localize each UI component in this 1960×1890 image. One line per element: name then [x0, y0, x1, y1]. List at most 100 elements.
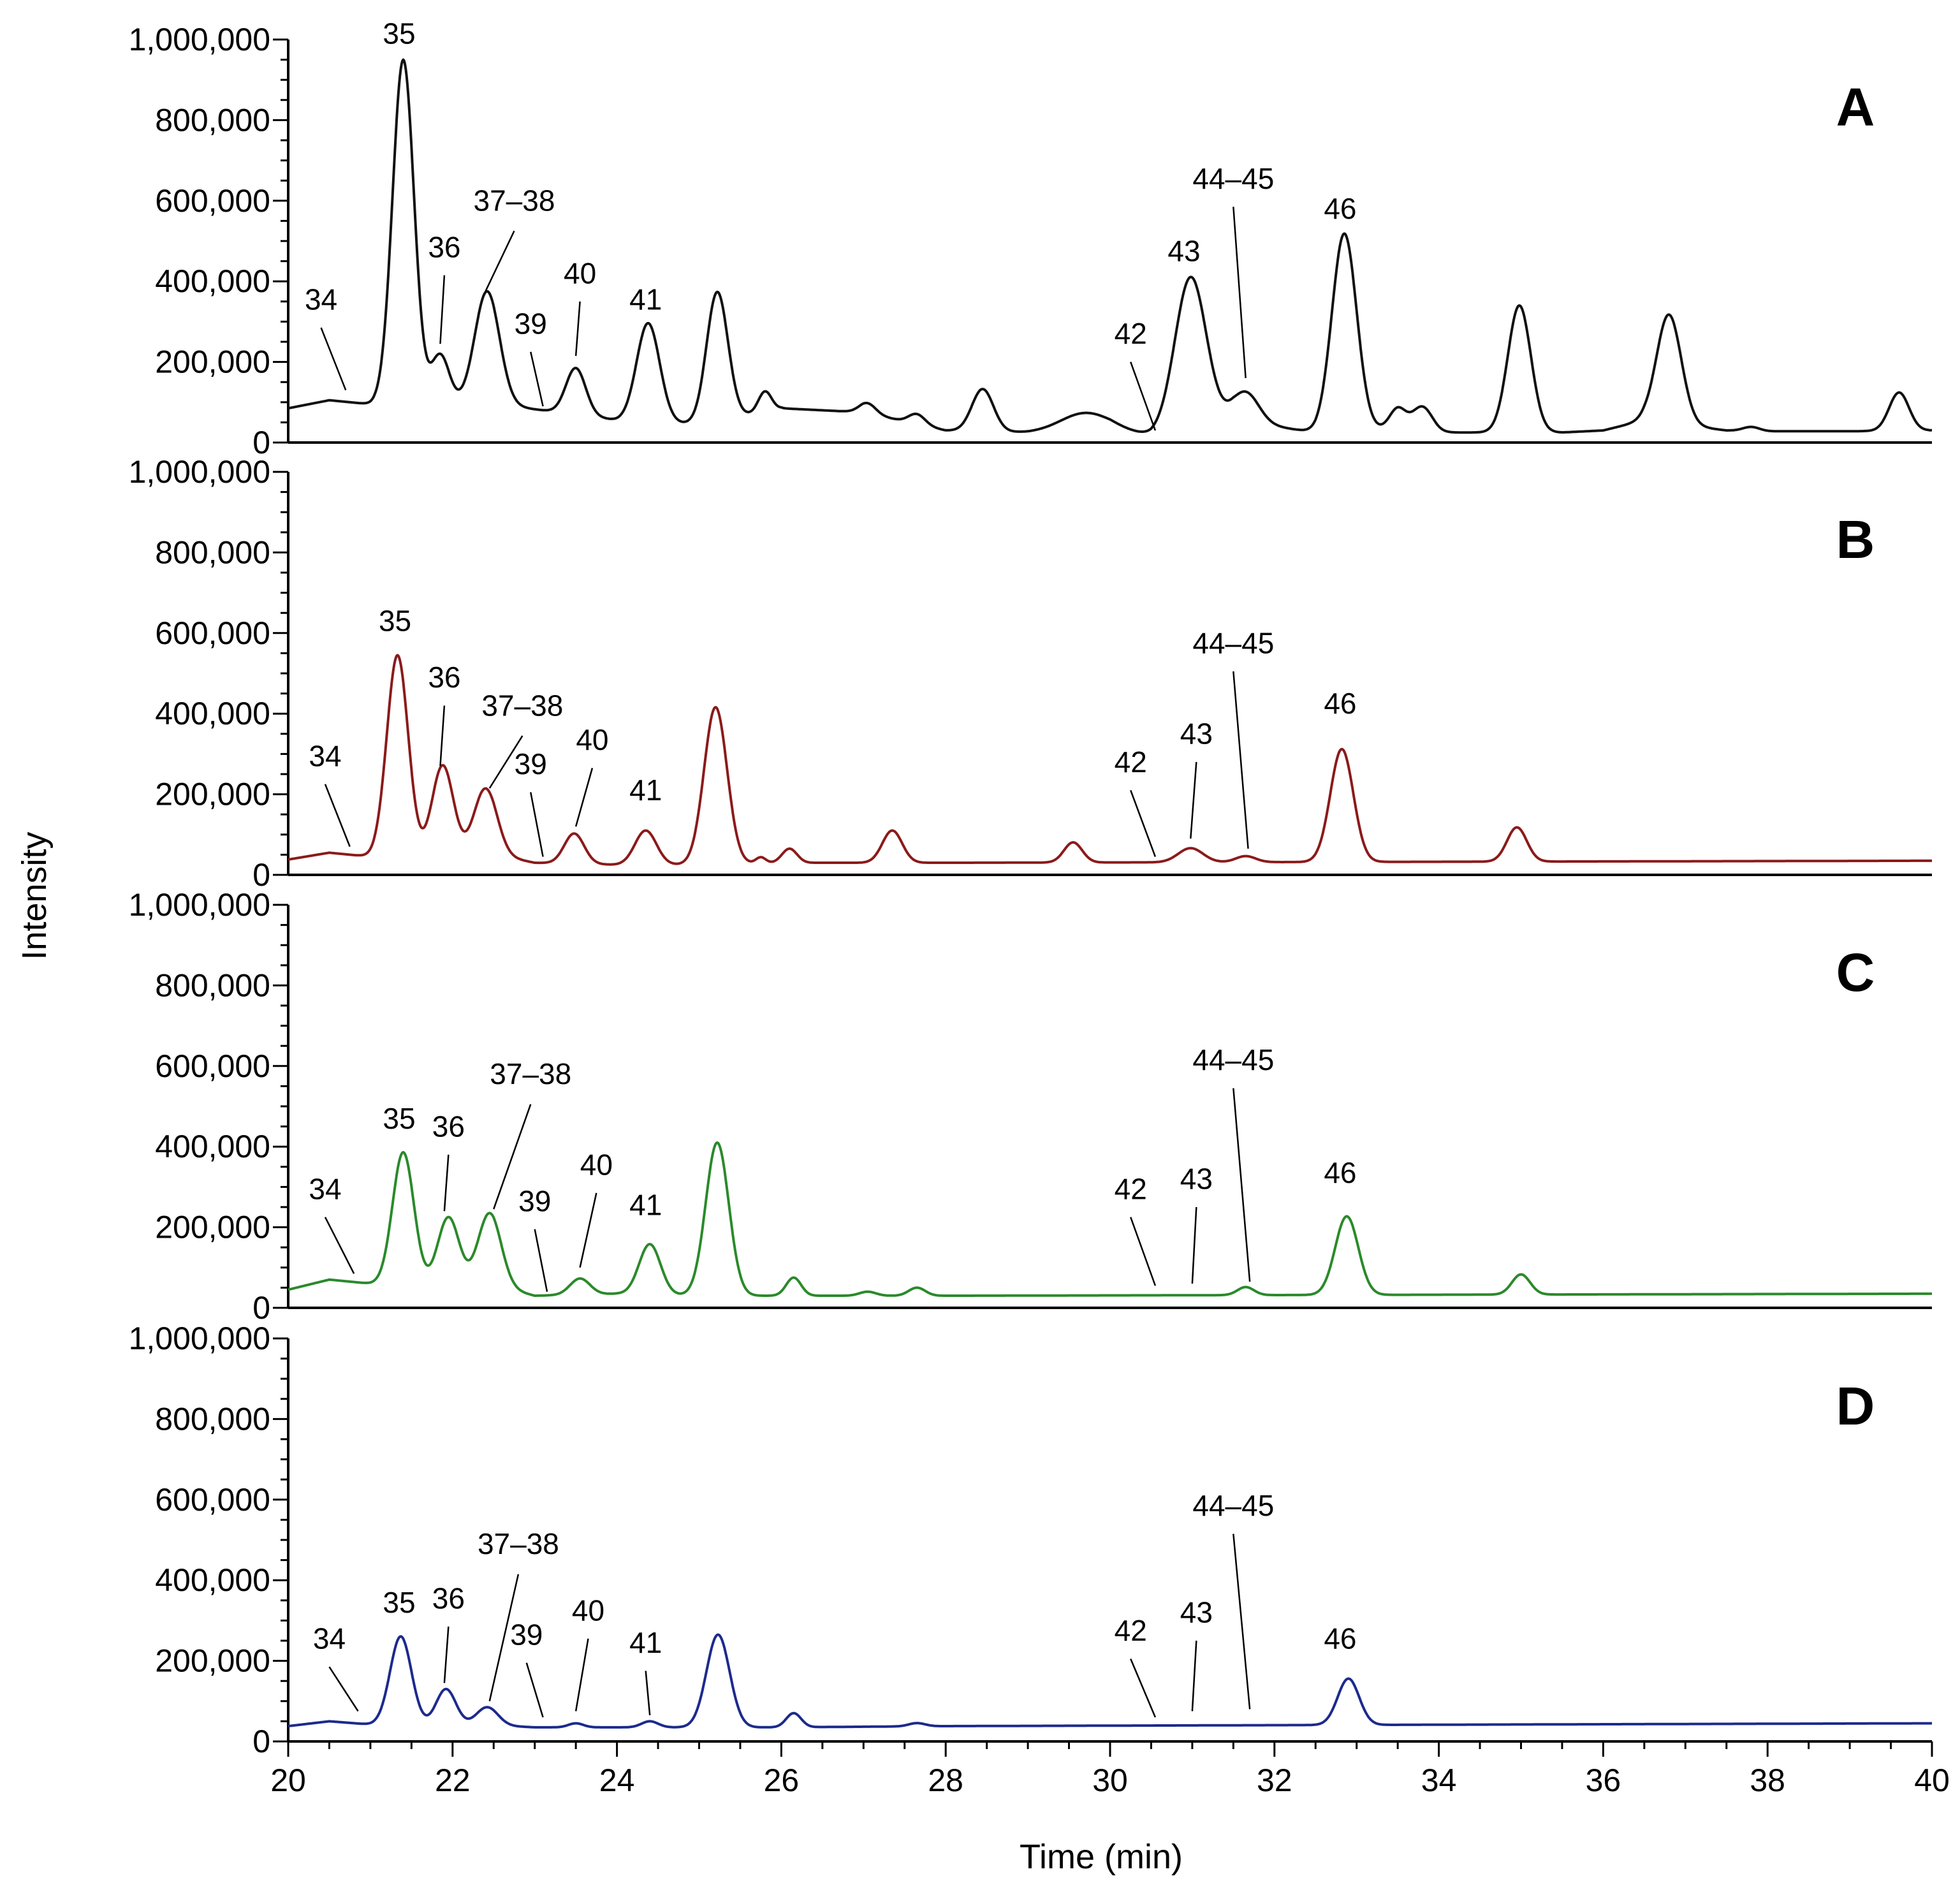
peak-leader-line — [530, 792, 544, 857]
y-tick-label: 800,000 — [155, 967, 270, 1003]
peak-leader-line — [1130, 1217, 1157, 1286]
peak-label: 43 — [1180, 1162, 1213, 1196]
panel-letter: B — [1836, 509, 1875, 569]
y-tick-label: 1,000,000 — [129, 887, 270, 923]
peak-label: 40 — [580, 1148, 613, 1181]
x-tick-label: 22 — [435, 1762, 471, 1798]
peak-label: 35 — [383, 1586, 415, 1619]
peak-label: 34 — [309, 1172, 341, 1205]
peak-leader-line — [439, 705, 446, 766]
y-tick-label: 400,000 — [155, 263, 270, 299]
y-tick-label: 800,000 — [155, 1401, 270, 1437]
peak-label: 34 — [305, 282, 337, 316]
y-tick-label: 0 — [252, 857, 270, 893]
peak-label: 39 — [518, 1184, 551, 1217]
peak-label: 34 — [309, 739, 341, 772]
peak-label: 43 — [1180, 717, 1213, 751]
peak-label: 36 — [432, 1110, 465, 1143]
y-tick-label: 0 — [252, 1290, 270, 1326]
x-tick-label: 34 — [1421, 1762, 1457, 1798]
x-tick-label: 26 — [764, 1762, 800, 1798]
peak-label: 39 — [515, 747, 547, 780]
peak-label: 42 — [1115, 1614, 1147, 1647]
y-axis-title: Intensity — [15, 831, 54, 960]
peak-label: 44–45 — [1192, 1043, 1274, 1076]
x-tick-label: 36 — [1586, 1762, 1621, 1798]
trace-d — [288, 1633, 1933, 1729]
peak-label: 41 — [629, 282, 662, 316]
panel-b: 0 200,000 400,000 600,000 800,000 1,000,000 34… — [129, 454, 1933, 893]
peak-label: 43 — [1167, 235, 1200, 268]
x-tick-label: 32 — [1257, 1762, 1292, 1798]
peak-label: 37–38 — [478, 1527, 559, 1560]
peak-label: 42 — [1115, 745, 1147, 779]
y-tick-label: 600,000 — [155, 615, 270, 651]
peak-leader-line — [574, 301, 581, 356]
peak-label: 37–38 — [474, 184, 555, 217]
peak-leader-line — [493, 1104, 532, 1210]
peak-leader-line — [324, 784, 351, 847]
peak-label: 40 — [564, 256, 596, 289]
y-tick-label: 1,000,000 — [129, 22, 270, 57]
peak-label: 37–38 — [490, 1057, 571, 1090]
trace-a — [288, 58, 1933, 434]
peak-label: 41 — [629, 1626, 662, 1659]
peak-leader-line — [1232, 207, 1247, 378]
peak-leader-line — [1130, 362, 1157, 431]
peak-leader-line — [579, 1192, 597, 1268]
panel-c: 0 200,000 400,000 600,000 800,000 1,000,000 34… — [129, 887, 1933, 1326]
peak-leader-line — [443, 1154, 450, 1212]
y-tick-label: 800,000 — [155, 534, 270, 570]
peak-leader-line — [1130, 789, 1157, 857]
peak-leader-line — [1232, 1534, 1251, 1710]
peak-leader-line — [1130, 1658, 1157, 1718]
y-tick-label: 200,000 — [155, 344, 270, 380]
trace-c — [288, 1141, 1933, 1297]
peak-label: 44–45 — [1192, 1489, 1274, 1522]
peak-leader-line — [1191, 1640, 1197, 1711]
peak-label: 35 — [383, 17, 415, 50]
peak-leader-line — [439, 275, 446, 344]
y-tick-label: 0 — [252, 425, 270, 460]
peak-label: 41 — [629, 773, 662, 807]
peak-label: 43 — [1180, 1596, 1213, 1629]
y-tick-label: 800,000 — [155, 102, 270, 138]
panels-group: 0 200,000 400,000 600,000 800,000 1,000,000 34… — [129, 17, 1933, 1759]
peak-label: 41 — [629, 1189, 662, 1222]
peak-leader-line — [485, 230, 515, 292]
peak-label: 44–45 — [1192, 626, 1274, 659]
y-tick-label: 400,000 — [155, 1129, 270, 1164]
y-tick-label: 200,000 — [155, 1210, 270, 1245]
x-tick-label: 28 — [928, 1762, 963, 1798]
peak-label: 46 — [1324, 1622, 1356, 1655]
panel-d: 0 200,000 400,000 600,000 800,000 1,000,000 34… — [129, 1321, 1933, 1759]
y-tick-label: 600,000 — [155, 1048, 270, 1084]
y-tick-label: 1,000,000 — [129, 454, 270, 490]
panel-letter: C — [1836, 942, 1875, 1002]
peak-label: 36 — [428, 661, 460, 694]
peak-leader-line — [1232, 671, 1249, 849]
peak-leader-line — [574, 768, 594, 827]
trace-b — [288, 654, 1933, 866]
peak-leader-line — [320, 327, 347, 391]
x-tick-label: 20 — [270, 1762, 306, 1798]
x-axis-title: Time (min) — [1020, 1838, 1183, 1876]
peak-label: 42 — [1115, 1172, 1147, 1205]
y-tick-label: 600,000 — [155, 1482, 270, 1518]
y-tick-label: 0 — [252, 1724, 270, 1759]
x-tick-label: 40 — [1914, 1762, 1950, 1798]
peak-label: 34 — [313, 1622, 346, 1655]
peak-label: 35 — [379, 604, 411, 638]
peak-label: 40 — [572, 1593, 604, 1627]
peak-leader-line — [488, 735, 523, 789]
y-tick-label: 1,000,000 — [129, 1321, 270, 1356]
peak-label: 36 — [432, 1581, 465, 1615]
peak-label: 46 — [1324, 1156, 1356, 1189]
peak-label: 39 — [515, 307, 547, 340]
peak-leader-line — [534, 1229, 548, 1292]
peak-label: 46 — [1324, 192, 1356, 225]
peak-leader-line — [1191, 1206, 1197, 1284]
y-tick-label: 200,000 — [155, 777, 270, 812]
panel-letter: A — [1836, 77, 1875, 137]
